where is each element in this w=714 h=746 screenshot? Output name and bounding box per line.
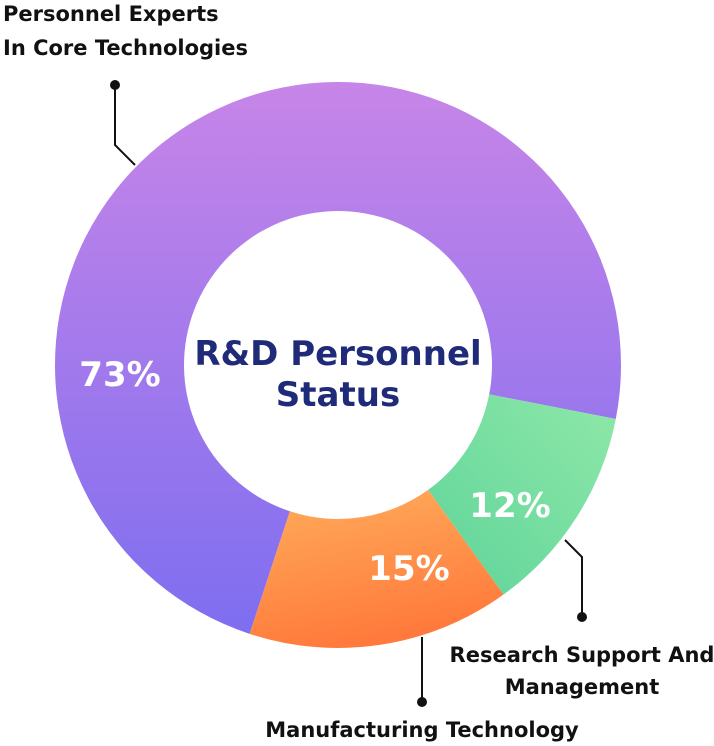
leader-dot-research (577, 612, 587, 622)
value-label-core: 73% (79, 355, 160, 395)
slice-manufacturing (249, 489, 504, 649)
slices-group (54, 82, 621, 649)
center-title-line-1: R&D Personnel (194, 334, 481, 374)
leader-dot-manufacturing (417, 697, 427, 707)
category-label-manufacturing: Manufacturing Technology (265, 718, 579, 742)
value-label-manufacturing: 15% (368, 549, 449, 589)
category-label-core-line-1: Personnel Experts (3, 2, 219, 26)
value-label-research: 12% (469, 486, 550, 526)
leader-line-core (114, 85, 136, 166)
slice-core-technologies (54, 82, 621, 634)
leader-dot-core (110, 80, 120, 90)
category-label-core-line-2: In Core Technologies (3, 36, 248, 60)
category-label-research-line-2: Management (505, 675, 660, 699)
category-label-research-line-1: Research Support And (450, 643, 714, 667)
center-title-line-2: Status (276, 375, 400, 415)
slice-research-support (428, 394, 616, 595)
leader-line-research (564, 539, 583, 617)
